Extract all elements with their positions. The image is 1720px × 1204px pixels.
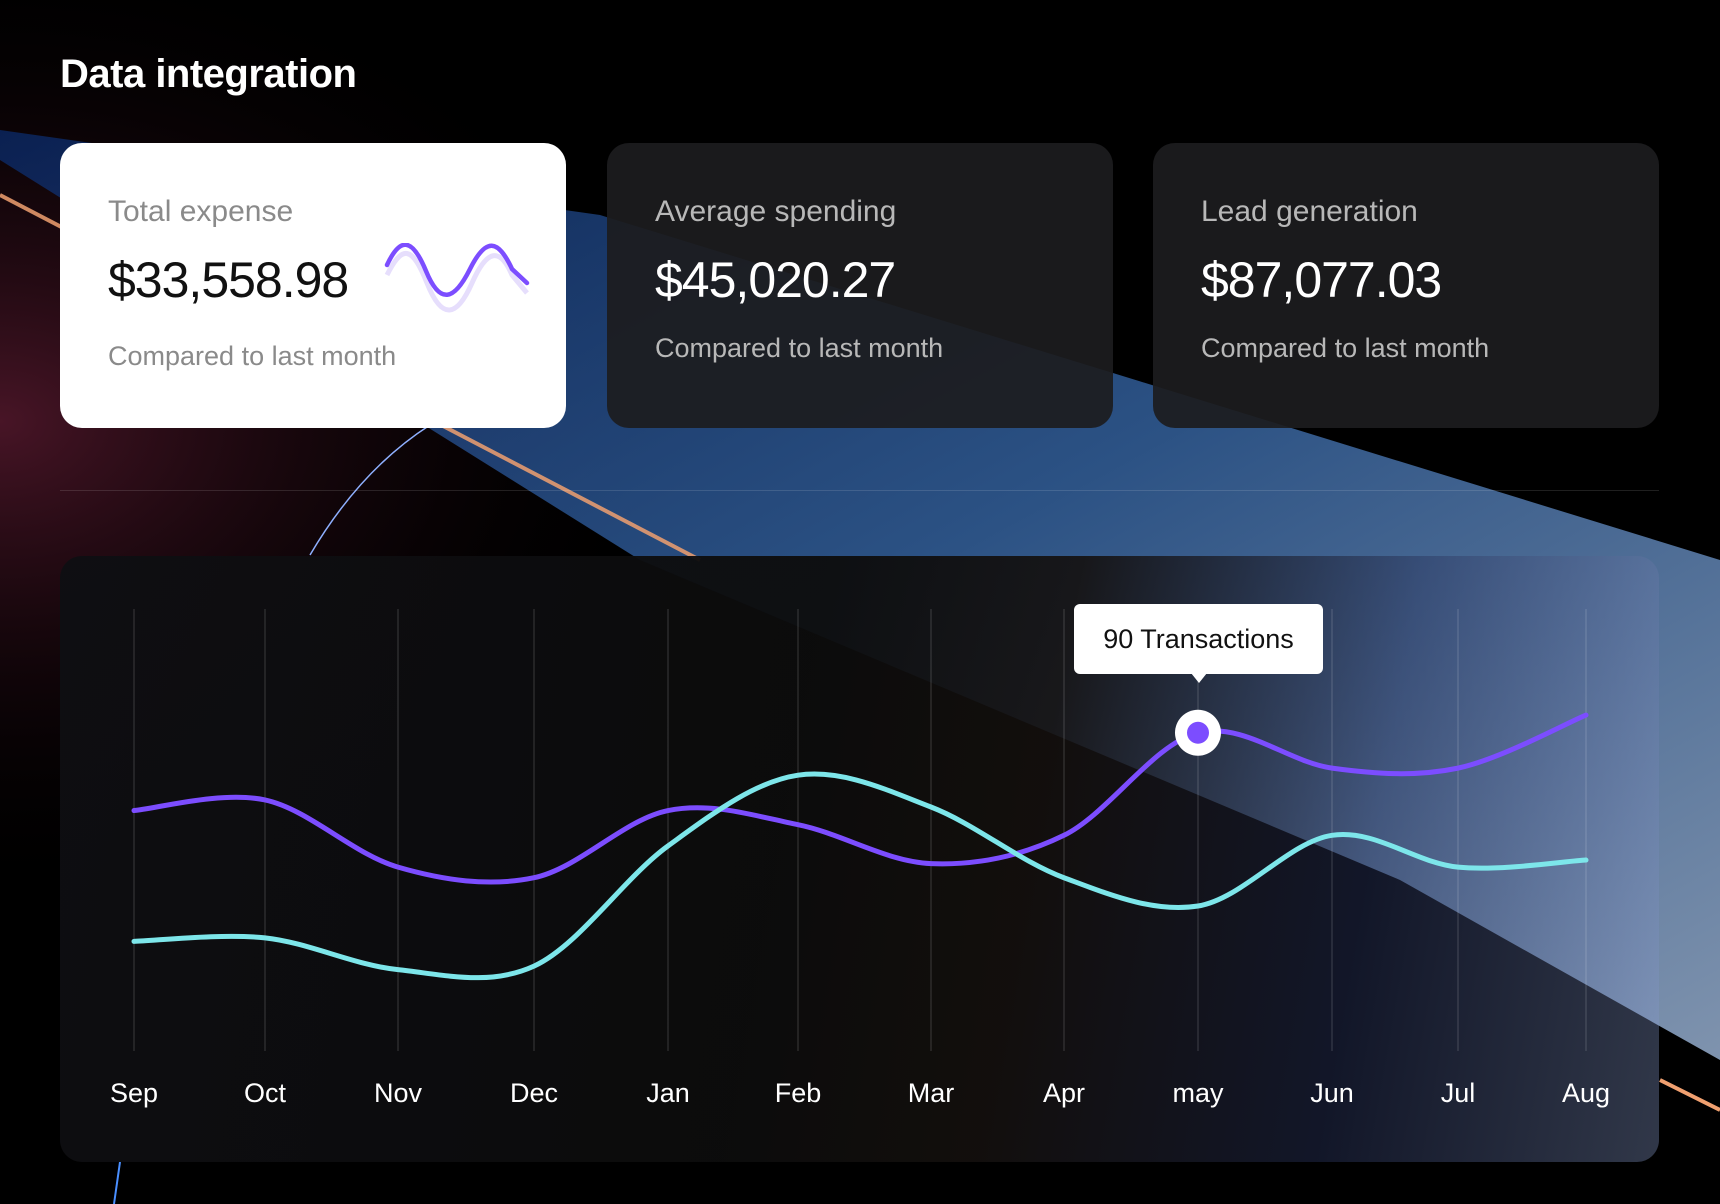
x-label-Dec: Dec	[509, 1078, 559, 1108]
card-value: $45,020.27	[655, 252, 896, 308]
x-label-Jun: Jun	[1310, 1078, 1354, 1108]
chart-tooltip: 90 Transactions	[1074, 604, 1323, 683]
card-value: $87,077.03	[1201, 252, 1442, 308]
x-label-Jan: Jan	[646, 1078, 690, 1108]
card-label: Lead generation	[1201, 195, 1418, 228]
highlight-marker-dot	[1187, 721, 1209, 744]
wave-sparkline-icon	[384, 243, 530, 313]
card-label: Total expense	[108, 195, 294, 228]
x-label-Oct: Oct	[243, 1078, 287, 1108]
card-label: Average spending	[655, 195, 897, 228]
series-line-0	[131, 712, 1589, 885]
card-lead-generation[interactable]: Lead generation $87,077.03 Compared to l…	[1153, 143, 1659, 428]
x-label-Feb: Feb	[774, 1078, 822, 1108]
x-label-Sep: Sep	[109, 1078, 159, 1108]
card-compare: Compared to last month	[108, 341, 397, 371]
page-title: Data integration	[60, 52, 357, 96]
card-average-spending[interactable]: Average spending $45,020.27 Compared to …	[607, 143, 1113, 428]
x-label-may: may	[1172, 1078, 1224, 1108]
divider	[60, 490, 1659, 491]
x-label-Nov: Nov	[373, 1078, 423, 1108]
card-value: $33,558.98	[108, 252, 349, 308]
x-label-Jul: Jul	[1440, 1078, 1476, 1108]
card-compare: Compared to last month	[1201, 333, 1490, 363]
x-label-Apr: Apr	[1042, 1078, 1086, 1108]
card-compare: Compared to last month	[655, 333, 944, 363]
card-total-expense[interactable]: Total expense $33,558.98 Compared to las…	[60, 143, 566, 428]
series-line-1	[131, 771, 1589, 981]
x-label-Mar: Mar	[907, 1078, 955, 1108]
chart-panel	[60, 556, 1659, 1162]
x-label-Aug: Aug	[1561, 1078, 1611, 1108]
